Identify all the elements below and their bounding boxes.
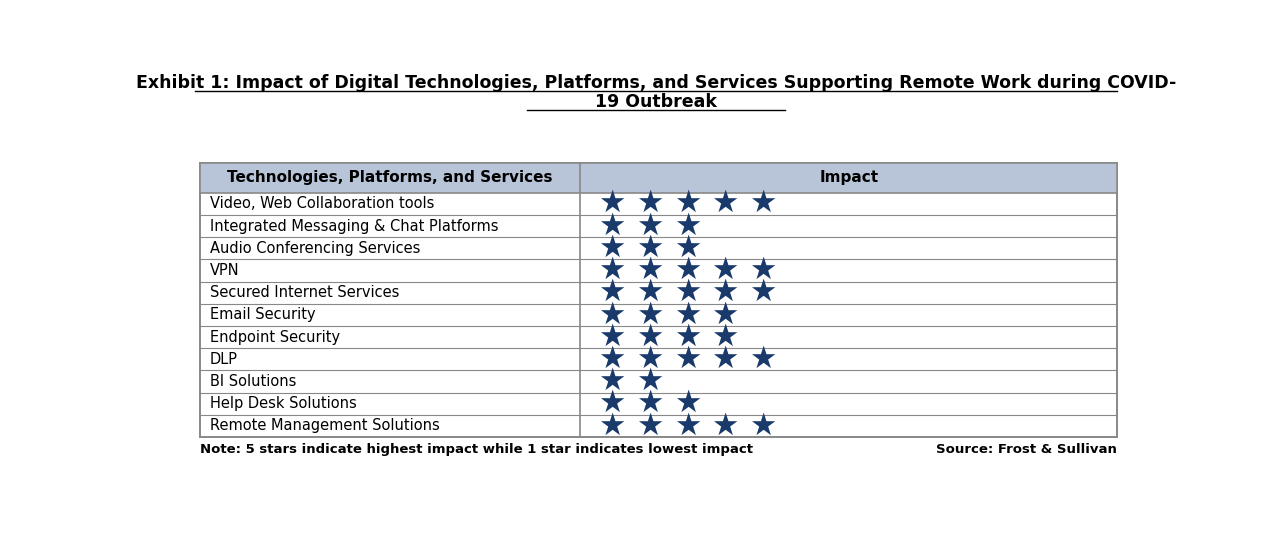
Text: ★: ★ (749, 411, 777, 440)
Text: Help Desk Solutions: Help Desk Solutions (210, 396, 356, 411)
Text: ★: ★ (712, 300, 739, 330)
Text: ★: ★ (636, 234, 663, 263)
Text: ★: ★ (598, 345, 626, 374)
Text: ★: ★ (673, 389, 701, 418)
Text: ★: ★ (636, 189, 663, 218)
Text: Integrated Messaging & Chat Platforms: Integrated Messaging & Chat Platforms (210, 218, 498, 234)
Text: Video, Web Collaboration tools: Video, Web Collaboration tools (210, 196, 434, 211)
Text: ★: ★ (673, 256, 701, 285)
Text: ★: ★ (712, 411, 739, 440)
Text: ★: ★ (636, 345, 663, 374)
Text: ★: ★ (673, 323, 701, 351)
Bar (200, 163, 1117, 193)
Text: ★: ★ (749, 256, 777, 285)
Text: ★: ★ (636, 300, 663, 330)
Text: ★: ★ (598, 211, 626, 241)
Text: Email Security: Email Security (210, 308, 315, 323)
Text: ★: ★ (673, 300, 701, 330)
Text: Audio Conferencing Services: Audio Conferencing Services (210, 241, 420, 256)
Text: Technologies, Platforms, and Services: Technologies, Platforms, and Services (228, 171, 553, 186)
Text: ★: ★ (636, 323, 663, 351)
Text: ★: ★ (749, 345, 777, 374)
Text: DLP: DLP (210, 352, 238, 367)
Text: ★: ★ (673, 234, 701, 263)
Text: ★: ★ (712, 323, 739, 351)
Text: ★: ★ (598, 256, 626, 285)
Text: ★: ★ (598, 189, 626, 218)
Text: ★: ★ (598, 367, 626, 396)
Text: ★: ★ (636, 278, 663, 307)
Text: VPN: VPN (210, 263, 239, 278)
Text: Source: Frost & Sullivan: Source: Frost & Sullivan (937, 443, 1117, 456)
Text: ★: ★ (598, 234, 626, 263)
Text: ★: ★ (673, 278, 701, 307)
Text: ★: ★ (636, 367, 663, 396)
Text: ★: ★ (598, 389, 626, 418)
Text: ★: ★ (749, 278, 777, 307)
Text: BI Solutions: BI Solutions (210, 374, 296, 389)
Text: ★: ★ (673, 211, 701, 241)
Text: ★: ★ (636, 211, 663, 241)
Text: ★: ★ (673, 189, 701, 218)
Text: ★: ★ (712, 256, 739, 285)
Text: ★: ★ (673, 345, 701, 374)
Text: ★: ★ (598, 323, 626, 351)
Text: ★: ★ (673, 411, 701, 440)
Text: Note: 5 stars indicate highest impact while 1 star indicates lowest impact: Note: 5 stars indicate highest impact wh… (200, 443, 753, 456)
Text: ★: ★ (712, 189, 739, 218)
Text: Remote Management Solutions: Remote Management Solutions (210, 418, 439, 433)
Text: Secured Internet Services: Secured Internet Services (210, 285, 399, 300)
Text: ★: ★ (749, 189, 777, 218)
Text: ★: ★ (712, 345, 739, 374)
Text: Endpoint Security: Endpoint Security (210, 330, 339, 345)
Text: ★: ★ (712, 278, 739, 307)
Text: 19 Outbreak: 19 Outbreak (595, 93, 717, 111)
Text: ★: ★ (598, 411, 626, 440)
Text: ★: ★ (636, 256, 663, 285)
Text: ★: ★ (636, 411, 663, 440)
Text: Exhibit 1: Impact of Digital Technologies, Platforms, and Services Supporting Re: Exhibit 1: Impact of Digital Technologie… (136, 74, 1176, 93)
Text: ★: ★ (598, 300, 626, 330)
Text: Impact: Impact (819, 171, 878, 186)
Text: ★: ★ (598, 278, 626, 307)
Text: ★: ★ (636, 389, 663, 418)
